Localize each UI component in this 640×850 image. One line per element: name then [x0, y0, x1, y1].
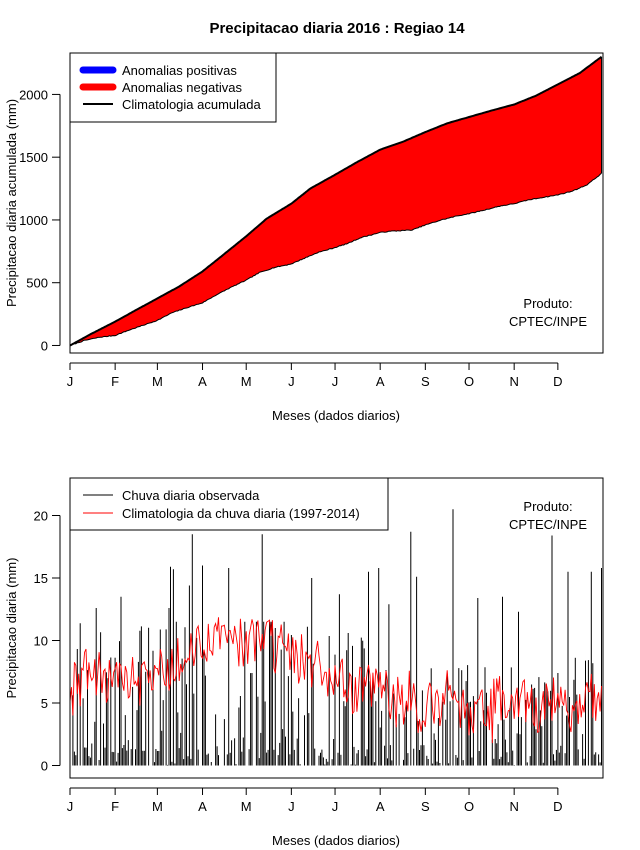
y-tick-label: 0	[41, 338, 48, 353]
x-tick-label: S	[421, 799, 430, 814]
legend-label-climatology: Climatologia acumulada	[122, 97, 262, 112]
negative-anomaly-area	[70, 56, 602, 346]
y-tick-label: 1500	[19, 150, 48, 165]
y-tick-label: 5	[41, 696, 48, 711]
x-tick-label: M	[152, 374, 163, 389]
cumulative-y-axis-label: Precipitacao diaria acumulada (mm)	[4, 99, 19, 307]
x-tick-label: D	[553, 799, 562, 814]
y-tick-label: 0	[41, 759, 48, 774]
x-tick-label: J	[332, 799, 339, 814]
x-tick-label: N	[509, 799, 518, 814]
x-tick-label: F	[111, 374, 119, 389]
climatology-cumulative-line	[69, 56, 603, 347]
x-tick-label: S	[421, 374, 430, 389]
x-tick-label: J	[332, 374, 339, 389]
cumulative-x-axis-label: Meses (dados diarios)	[272, 408, 400, 423]
cumulative-y-axis: 0 500 1000 1500 2000	[19, 87, 61, 353]
credit-source: CPTEC/INPE	[509, 314, 587, 329]
x-tick-label: O	[464, 799, 474, 814]
credit-label: Produto:	[523, 296, 572, 311]
legend-label-daily-climatology: Climatologia da chuva diaria (1997-2014)	[122, 506, 360, 521]
y-tick-label: 1000	[19, 213, 48, 228]
legend-label-positive: Anomalias positivas	[122, 63, 237, 78]
y-tick-label: 15	[34, 571, 48, 586]
x-tick-label: J	[288, 799, 295, 814]
credit-source: CPTEC/INPE	[509, 517, 587, 532]
daily-y-axis-label: Precipitacao diaria (mm)	[4, 558, 19, 699]
legend-label-negative: Anomalias negativas	[122, 80, 242, 95]
x-tick-label: D	[553, 374, 562, 389]
daily-y-axis: 0 5 10 15 20	[34, 509, 61, 774]
daily-x-axis-label: Meses (dados diarios)	[272, 833, 400, 848]
x-tick-label: F	[111, 799, 119, 814]
x-tick-label: A	[198, 374, 207, 389]
x-tick-label: J	[67, 799, 74, 814]
observed-cumulative-line	[69, 172, 602, 347]
climatology-daily-line	[69, 617, 602, 744]
daily-legend-box	[69, 477, 389, 531]
x-tick-label: O	[464, 374, 474, 389]
daily-plot-area	[69, 509, 602, 766]
daily-chart: 0 5 10 15 20 J F M A M J J A S O N D Meses (dados diari…	[4, 477, 604, 848]
y-tick-label: 500	[26, 276, 48, 291]
x-tick-label: M	[152, 799, 163, 814]
x-tick-label: M	[241, 374, 252, 389]
y-tick-label: 10	[34, 634, 48, 649]
cumulative-plot-area	[69, 56, 603, 347]
x-tick-label: J	[67, 374, 74, 389]
x-tick-label: A	[198, 799, 207, 814]
y-tick-label: 2000	[19, 87, 48, 102]
daily-legend: Chuva diaria observada Climatologia da c…	[69, 477, 389, 531]
cumulative-plot-frame	[69, 52, 604, 354]
x-tick-label: A	[376, 799, 385, 814]
cumulative-legend: Anomalias positivas Anomalias negativas …	[69, 52, 277, 123]
x-tick-label: M	[241, 799, 252, 814]
cumulative-chart: Precipitacao diaria 2016 : Regiao 14 0 50…	[4, 20, 604, 423]
chart-title: Precipitacao diaria 2016 : Regiao 14	[209, 20, 465, 37]
x-tick-label: J	[288, 374, 295, 389]
legend-label-observed: Chuva diaria observada	[122, 488, 260, 503]
x-tick-label: N	[509, 374, 518, 389]
credit-label: Produto:	[523, 499, 572, 514]
y-tick-label: 20	[34, 509, 48, 524]
x-tick-label: A	[376, 374, 385, 389]
